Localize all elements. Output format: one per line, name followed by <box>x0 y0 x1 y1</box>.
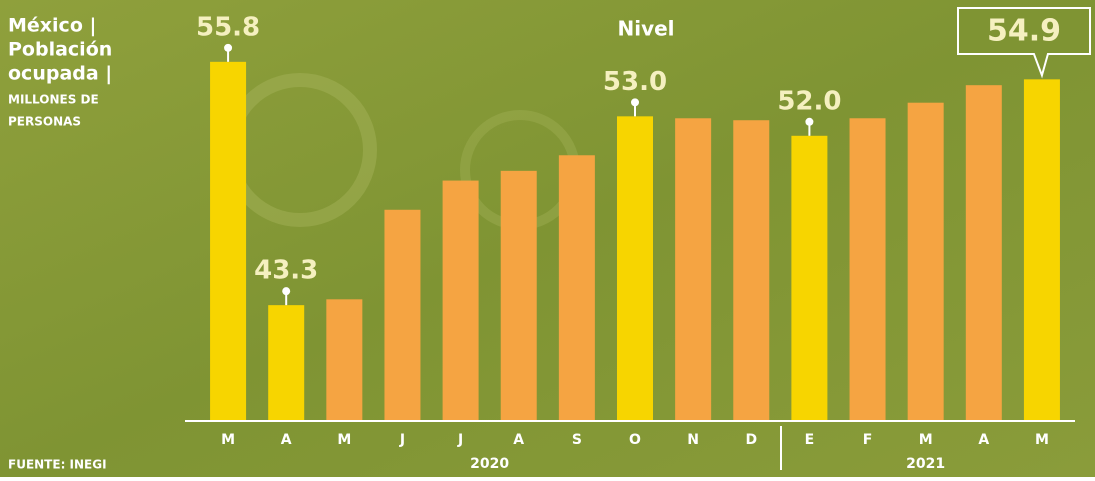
label-dot <box>224 44 232 52</box>
bar <box>617 116 653 420</box>
bar <box>908 103 944 420</box>
year-label: 2021 <box>906 456 945 472</box>
x-tick-label: O <box>629 432 641 448</box>
x-tick-label: M <box>221 432 235 448</box>
title-line: Población <box>8 39 112 61</box>
bar <box>850 118 886 420</box>
source: FUENTE: INEGI <box>8 458 107 472</box>
year-label: 2020 <box>470 456 509 472</box>
bar <box>268 305 304 420</box>
x-tick-label: M <box>1035 432 1049 448</box>
value-label: 52.0 <box>777 86 841 116</box>
bar <box>1024 79 1060 420</box>
annotation: Nivel <box>617 17 674 41</box>
label-dot <box>282 287 290 295</box>
bar <box>384 210 420 420</box>
title-line: ocupada | <box>8 63 112 85</box>
bar <box>326 299 362 420</box>
bar <box>733 120 769 420</box>
x-tick-label: N <box>687 432 699 448</box>
x-tick-label: A <box>281 432 292 448</box>
x-tick-label: D <box>745 432 757 448</box>
x-tick-label: J <box>399 432 405 448</box>
x-tick-label: M <box>337 432 351 448</box>
x-tick-label: F <box>863 432 873 448</box>
chart: México | Población ocupada | MILLONES DE… <box>0 0 1095 477</box>
x-tick-label: E <box>805 432 815 448</box>
bar <box>501 171 537 420</box>
bar <box>559 155 595 420</box>
x-tick-label: A <box>978 432 989 448</box>
x-tick-label: A <box>513 432 524 448</box>
bar <box>791 136 827 420</box>
bar <box>966 85 1002 420</box>
x-tick-label: M <box>919 432 933 448</box>
page: México | Población ocupada | MILLONES DE… <box>0 0 1095 477</box>
bar <box>443 181 479 420</box>
label-dot <box>631 98 639 106</box>
value-label: 55.8 <box>196 12 260 42</box>
subtitle-line: MILLONES DE <box>8 93 99 107</box>
value-label: 43.3 <box>254 256 318 286</box>
label-dot <box>805 118 813 126</box>
x-tick-label: S <box>572 432 582 448</box>
value-label: 53.0 <box>603 67 667 97</box>
subtitle-line: PERSONAS <box>8 115 81 129</box>
bar <box>675 118 711 420</box>
x-tick-label: J <box>457 432 463 448</box>
bar <box>210 62 246 420</box>
value-label: 54.9 <box>987 14 1061 49</box>
title-line: México | <box>8 15 96 37</box>
